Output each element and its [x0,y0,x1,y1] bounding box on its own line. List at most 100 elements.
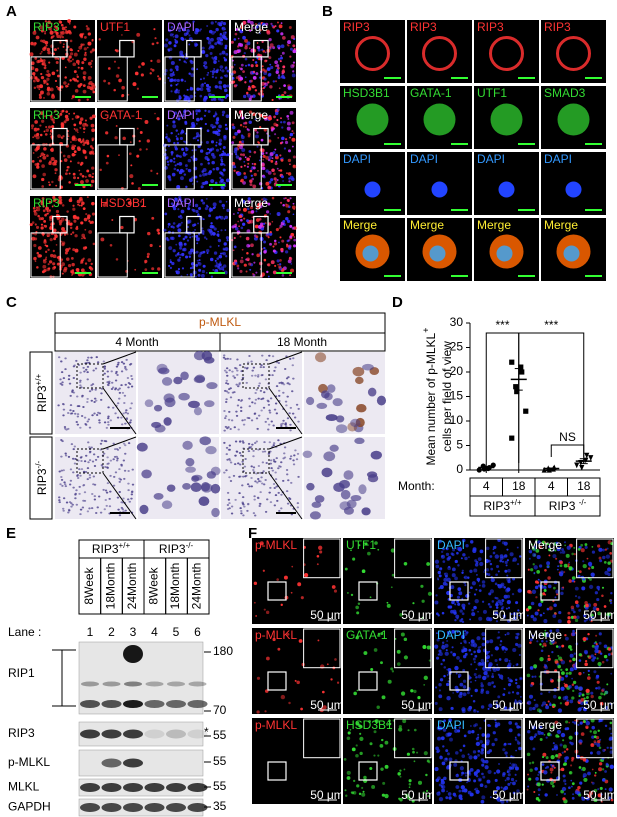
nucleus [234,498,237,501]
cell-dot [282,65,286,69]
cell-dot [86,216,91,220]
cell-dot [574,618,579,623]
cell-dot [38,88,41,91]
nucleus [194,374,206,383]
cell-dot [69,222,72,226]
nucleus [259,480,262,483]
cell-dot [278,265,282,269]
cell-dot [154,37,157,40]
nucleus [86,378,89,381]
cell-dot [454,559,458,564]
cell-dot [206,129,210,133]
cell-dot [606,683,609,686]
cell-dot [504,779,507,782]
nucleus [58,501,61,504]
cell-dot [256,45,261,50]
cell-dot [249,29,252,32]
cell-dot [477,749,481,753]
cell-dot [599,758,603,762]
nucleus [268,441,272,444]
cell-dot [331,585,336,589]
cell-dot [204,155,209,160]
cell-dot [537,788,541,792]
cell-dot [279,60,282,63]
cell-dot [170,90,173,93]
cell-dot [350,791,353,794]
marker-label: 55 [213,728,227,742]
cell-dot [146,139,150,143]
cell-dot [84,246,88,249]
cell-dot [459,609,463,613]
cell-dot [71,117,74,121]
cell-dot [498,658,502,661]
cell-dot [47,248,50,252]
blot-band [187,783,208,792]
nucleus [84,423,87,426]
cell-dot [516,684,521,689]
cell-dot [210,70,212,73]
cell-dot [214,181,218,185]
blot-band [123,645,143,663]
nucleus [76,423,80,426]
nucleus [81,506,85,509]
cell-dot [455,672,458,675]
cell-dot [61,26,66,31]
cell-dot [274,25,277,27]
cell-dot [92,242,96,246]
cell-dot [205,272,208,274]
cell-dot [555,794,559,797]
cell-dot [450,651,453,654]
nucleus [250,419,254,422]
cell-dot [33,243,37,248]
cell-dot [106,119,109,122]
cell-dot [83,78,86,81]
cell-dot [219,171,223,175]
cell-dot [159,245,161,248]
cell-dot [249,179,253,183]
cell-dot [597,661,602,667]
cell-dot [516,793,519,796]
cell-dot [483,571,486,573]
cell-dot [249,268,252,271]
cell-dot [260,28,263,32]
nucleus [242,441,245,444]
cell-dot [589,751,593,755]
cell-dot [274,60,278,65]
inset-frame [30,144,61,190]
cell-dot [34,56,38,60]
cell-dot [55,26,59,30]
cell-dot [241,140,245,144]
cell-dot [472,657,476,661]
cell-dot [247,199,251,204]
cell-dot [100,237,105,242]
channel-label: Merge [528,718,562,732]
cell-dot [266,233,269,236]
nucleus [230,419,234,422]
cell-dot [74,145,77,147]
cell-dot [601,689,604,692]
nucleus [86,478,89,481]
cell-dot [85,25,88,28]
cell-dot [573,721,577,725]
cell-dot [610,798,614,802]
cell-dot [444,651,449,656]
cell-dot [38,254,42,258]
cell-dot [221,69,225,73]
cell-dot [265,181,270,186]
cell-dot [361,786,364,789]
cell-dot [478,616,483,621]
cell-dot [91,166,95,170]
cell-dot [253,27,255,29]
nucleus [130,377,134,380]
cell-dot [435,564,440,569]
cell-dot [580,732,585,736]
blot-label: GAPDH [8,800,51,814]
cell-dot [276,21,279,24]
cell-dot [528,777,532,781]
cell-dot [212,155,216,159]
cell-dot [72,215,76,218]
cell-dot [459,749,463,752]
cell-dot [34,223,37,226]
cell-dot [352,791,357,795]
cell-dot [173,78,177,82]
